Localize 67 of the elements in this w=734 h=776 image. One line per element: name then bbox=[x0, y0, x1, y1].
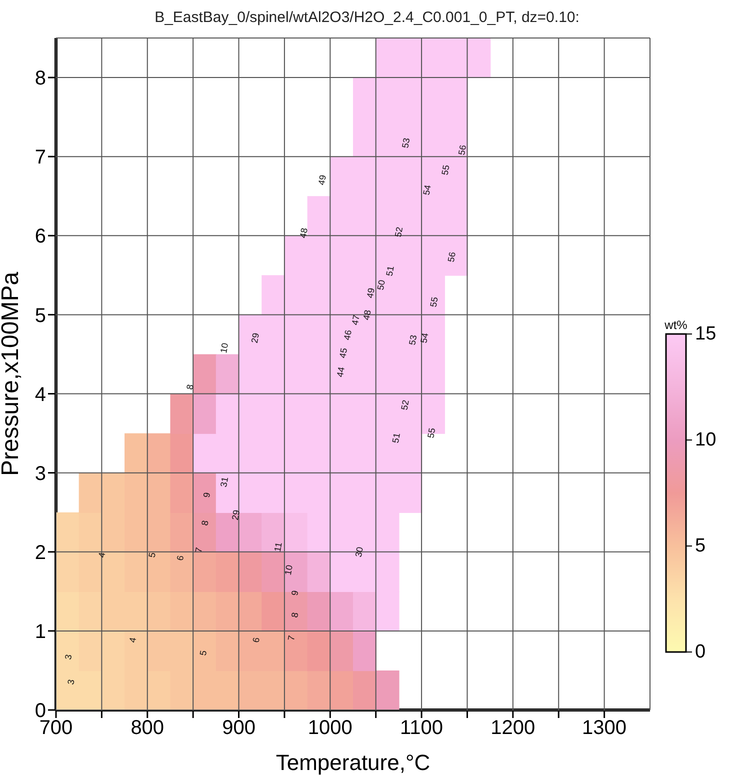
annotation: 9 bbox=[289, 590, 300, 596]
annotation: 5 bbox=[198, 650, 209, 656]
annotation: 52 bbox=[399, 399, 411, 411]
annotation: 8 bbox=[200, 520, 210, 526]
chart-title: B_EastBay_0/spinel/wtAl2O3/H2O_2.4_C0.001_0_PT, dz=0.10: bbox=[154, 9, 580, 26]
annotation: 29 bbox=[230, 509, 242, 521]
y-axis-title: Pressure,x100MPa bbox=[0, 271, 24, 476]
annotation: 48 bbox=[298, 227, 310, 239]
annotation: 55 bbox=[428, 296, 440, 308]
color-bar-label: 15 bbox=[695, 324, 716, 344]
annotation: 54 bbox=[421, 184, 433, 196]
annotation: 52 bbox=[393, 226, 405, 238]
annotation: 30 bbox=[353, 546, 365, 558]
x-axis-title: Temperature,°C bbox=[276, 750, 430, 775]
color-bar-label: 5 bbox=[695, 536, 706, 556]
color-bar-title: wt% bbox=[664, 318, 688, 332]
annotation: 49 bbox=[364, 287, 376, 299]
x-tick-label: 1100 bbox=[400, 717, 444, 740]
annotation: 56 bbox=[446, 251, 458, 263]
annotation: 56 bbox=[456, 144, 468, 156]
y-tick-label: 3 bbox=[34, 462, 46, 485]
annotation: 55 bbox=[440, 164, 452, 176]
y-tick-label: 8 bbox=[34, 68, 46, 90]
annotation: 53 bbox=[400, 137, 412, 149]
annotation: 49 bbox=[316, 174, 328, 186]
annotation: 44 bbox=[334, 366, 346, 378]
x-tick-label: 1200 bbox=[490, 717, 536, 740]
annotation: 51 bbox=[390, 432, 402, 444]
x-tick-label: 900 bbox=[222, 717, 256, 740]
annotation: 4 bbox=[127, 636, 138, 644]
y-tick-label: 6 bbox=[34, 226, 46, 248]
annotation: 6 bbox=[174, 554, 186, 562]
y-tick-label: 2 bbox=[34, 542, 46, 564]
x-tick-label: 1000 bbox=[308, 717, 352, 740]
annotation: 7 bbox=[193, 546, 204, 554]
annotation: 8 bbox=[184, 384, 196, 390]
x-tick-label: 800 bbox=[130, 717, 164, 740]
annotation: 11 bbox=[272, 542, 284, 552]
color-bar-label: 10 bbox=[695, 430, 716, 450]
annotation: 53 bbox=[407, 334, 419, 346]
annotation: 4 bbox=[96, 552, 108, 558]
annotation: 3 bbox=[66, 678, 76, 686]
annotation: 7 bbox=[286, 634, 297, 642]
annotation: 50 bbox=[375, 279, 387, 291]
annotation: 6 bbox=[250, 636, 262, 644]
annotation: 9 bbox=[201, 492, 212, 498]
annotation: 55 bbox=[426, 427, 438, 439]
y-tick-label: 7 bbox=[34, 146, 46, 169]
annotation: 51 bbox=[384, 265, 396, 277]
color-bar-label: 0 bbox=[695, 642, 706, 662]
y-tick-label: 4 bbox=[34, 384, 46, 406]
annotation: 46 bbox=[342, 329, 354, 341]
annotation: 54 bbox=[418, 332, 430, 344]
annotation: 5 bbox=[146, 552, 158, 558]
annotation: 10 bbox=[282, 564, 294, 576]
annotation: 10 bbox=[218, 342, 230, 354]
annotation: 47 bbox=[350, 314, 362, 326]
annotation: 48 bbox=[361, 309, 373, 321]
y-tick-label: 1 bbox=[34, 621, 46, 644]
x-tick-label: 1300 bbox=[582, 717, 627, 740]
y-tick-label: 5 bbox=[34, 304, 46, 327]
annotation: 31 bbox=[218, 476, 230, 488]
x-tick-label: 700 bbox=[39, 717, 73, 740]
annotation: 8 bbox=[289, 612, 300, 618]
annotation: 45 bbox=[338, 347, 350, 359]
annotation: 29 bbox=[249, 332, 261, 344]
annotation: 3 bbox=[62, 654, 74, 660]
